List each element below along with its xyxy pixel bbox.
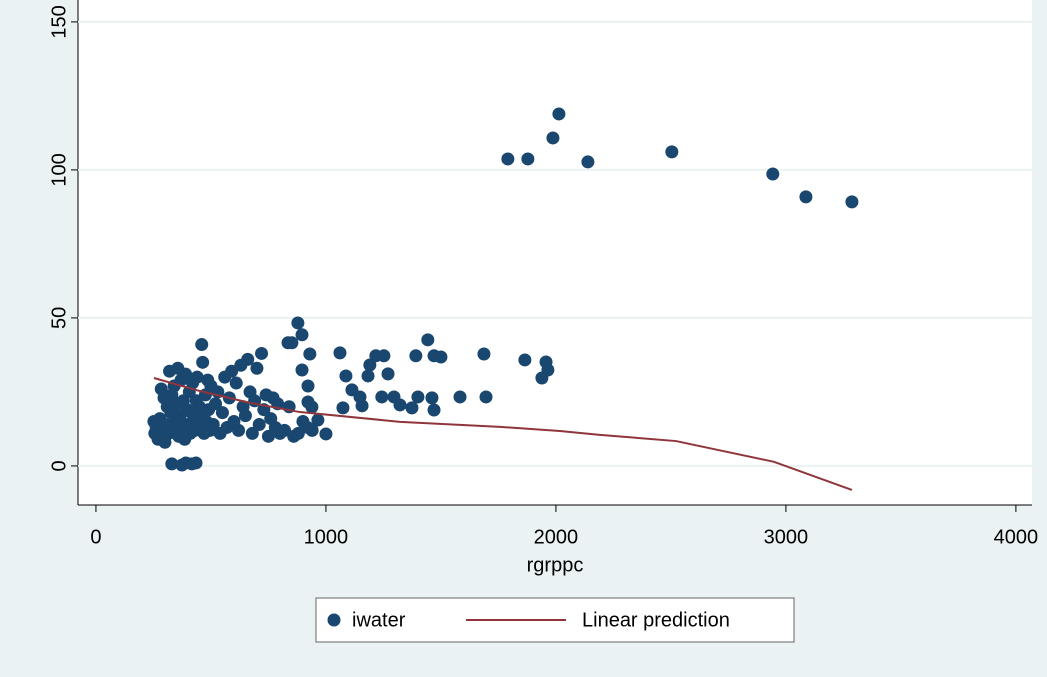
point bbox=[291, 316, 305, 330]
point bbox=[291, 426, 305, 440]
point bbox=[190, 370, 204, 384]
point bbox=[252, 417, 266, 431]
x-tick-label: 4000 bbox=[994, 526, 1039, 548]
point bbox=[225, 364, 239, 378]
point bbox=[232, 423, 246, 437]
point bbox=[278, 423, 292, 437]
point bbox=[165, 457, 179, 471]
point bbox=[845, 195, 859, 209]
point bbox=[250, 361, 264, 375]
point bbox=[238, 409, 252, 423]
point bbox=[295, 363, 309, 377]
point bbox=[425, 391, 439, 405]
point bbox=[535, 371, 549, 385]
point bbox=[301, 379, 315, 393]
point bbox=[295, 328, 309, 342]
point bbox=[518, 353, 532, 367]
point bbox=[581, 155, 595, 169]
point bbox=[281, 336, 295, 350]
legend-label: iwater bbox=[352, 609, 406, 631]
x-axis-title: rgrppc bbox=[527, 554, 584, 576]
point bbox=[303, 347, 317, 361]
point bbox=[241, 352, 255, 366]
point bbox=[409, 349, 423, 363]
point bbox=[336, 401, 350, 415]
point bbox=[377, 349, 391, 363]
y-tick-label: 0 bbox=[48, 460, 70, 471]
point bbox=[333, 346, 347, 360]
point bbox=[375, 390, 389, 404]
legend-marker bbox=[327, 613, 341, 627]
legend-label: Linear prediction bbox=[582, 609, 730, 631]
point bbox=[421, 333, 435, 347]
point bbox=[479, 390, 493, 404]
y-tick-label: 50 bbox=[48, 307, 70, 329]
point bbox=[196, 355, 210, 369]
point bbox=[427, 403, 441, 417]
point bbox=[453, 390, 467, 404]
y-tick-label: 150 bbox=[48, 5, 70, 38]
point bbox=[261, 429, 275, 443]
point bbox=[209, 397, 223, 411]
point bbox=[355, 399, 369, 413]
point bbox=[206, 417, 220, 431]
point bbox=[215, 406, 229, 420]
point bbox=[361, 369, 375, 383]
point bbox=[195, 338, 209, 352]
point bbox=[363, 358, 377, 372]
point bbox=[189, 456, 203, 470]
x-tick-label: 0 bbox=[90, 526, 101, 548]
point bbox=[477, 347, 491, 361]
y-tick-label: 100 bbox=[48, 153, 70, 186]
point bbox=[799, 190, 813, 204]
point bbox=[552, 107, 566, 121]
point bbox=[434, 350, 448, 364]
point bbox=[411, 390, 425, 404]
point bbox=[766, 167, 780, 181]
point bbox=[311, 413, 325, 427]
point bbox=[319, 427, 333, 441]
point bbox=[245, 426, 259, 440]
point bbox=[305, 400, 319, 414]
point bbox=[381, 367, 395, 381]
point bbox=[546, 131, 560, 145]
x-tick-label: 2000 bbox=[534, 526, 579, 548]
point bbox=[665, 145, 679, 159]
point bbox=[179, 367, 193, 381]
prediction-line bbox=[153, 377, 853, 491]
x-tick-label: 3000 bbox=[764, 526, 809, 548]
point bbox=[521, 152, 535, 166]
point bbox=[339, 369, 353, 383]
point bbox=[255, 346, 269, 360]
point bbox=[305, 423, 319, 437]
x-tick-label: 1000 bbox=[304, 526, 349, 548]
point bbox=[405, 401, 419, 415]
point bbox=[229, 376, 243, 390]
point bbox=[393, 398, 407, 412]
point bbox=[501, 152, 515, 166]
